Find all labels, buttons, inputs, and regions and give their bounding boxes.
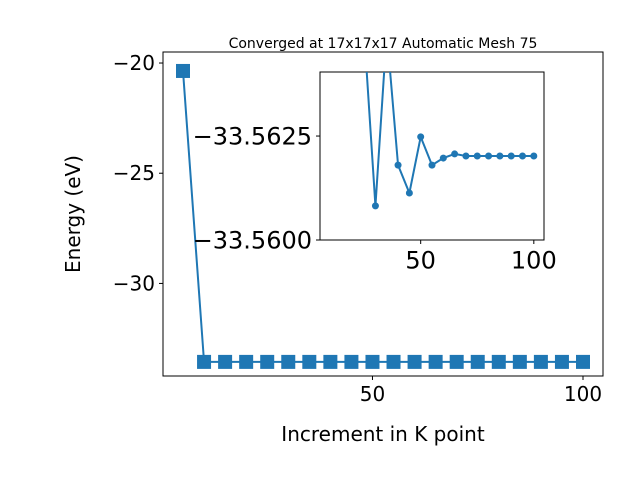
x-tick-label: 100	[564, 382, 602, 406]
y-tick-label: −33.5625	[193, 122, 312, 150]
point	[485, 152, 493, 160]
point	[239, 354, 254, 369]
point	[407, 354, 422, 369]
plot-series	[361, 29, 538, 210]
series-line	[365, 72, 534, 206]
point	[496, 152, 504, 160]
y-tick-label: −20	[113, 51, 155, 75]
x-tick-label: 100	[511, 246, 557, 274]
point	[260, 354, 275, 369]
point	[451, 150, 459, 158]
point	[197, 354, 212, 369]
plot-series	[176, 63, 590, 369]
point	[281, 354, 296, 369]
point	[344, 354, 359, 369]
point	[507, 152, 515, 160]
x-tick-label: 50	[360, 382, 385, 406]
point	[371, 202, 379, 210]
y-tick-label: −33.5600	[193, 226, 312, 254]
point	[512, 354, 527, 369]
point	[323, 354, 338, 369]
x-axis-label: Increment in K point	[281, 422, 485, 446]
y-tick-label: −30	[113, 271, 155, 295]
point	[519, 152, 527, 160]
chart-title: Converged at 17x17x17 Automatic Mesh 75	[229, 36, 538, 52]
point	[491, 354, 506, 369]
x-tick-label: 50	[405, 246, 436, 274]
point	[383, 29, 390, 36]
point	[428, 161, 436, 169]
point	[554, 354, 569, 369]
point	[176, 63, 190, 78]
point	[365, 354, 380, 369]
y-axis-label: Energy (eV)	[61, 155, 85, 273]
point	[405, 189, 413, 197]
point	[470, 354, 485, 369]
point	[428, 354, 443, 369]
point	[302, 354, 317, 369]
point	[533, 354, 548, 369]
point	[530, 152, 538, 160]
point	[449, 354, 464, 369]
point	[462, 152, 470, 160]
point	[473, 152, 481, 160]
point	[576, 354, 590, 369]
point	[361, 29, 368, 36]
point	[394, 161, 402, 169]
y-tick-label: −25	[113, 161, 155, 185]
point	[417, 133, 425, 141]
point	[439, 154, 447, 162]
point	[386, 354, 401, 369]
point	[218, 354, 233, 369]
